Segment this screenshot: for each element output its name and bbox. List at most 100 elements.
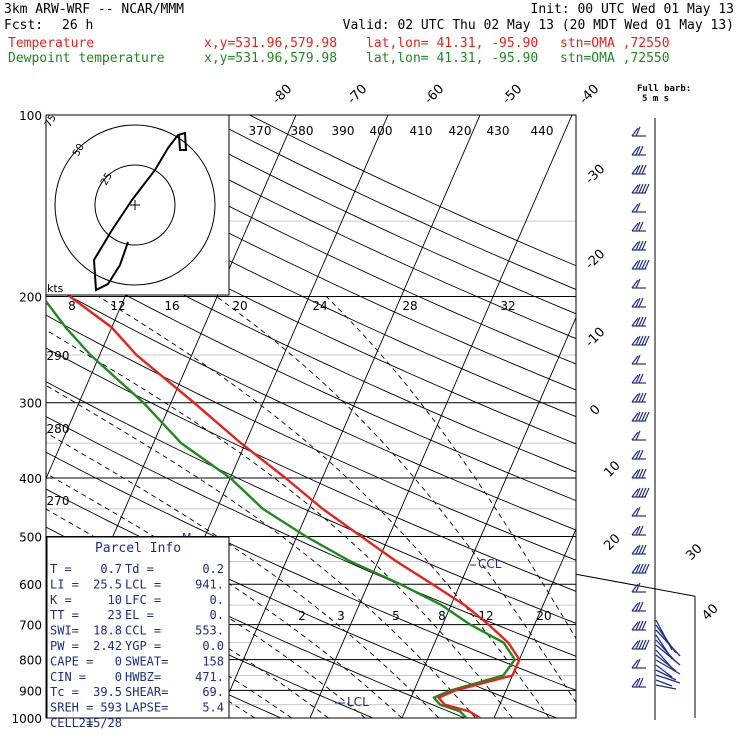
- temperature-station: stn=OMA ,72550: [560, 36, 670, 51]
- dry-adiabat: [46, 451, 576, 691]
- parcel-label-b: YGP =: [125, 639, 161, 653]
- wind-barb: [631, 127, 639, 137]
- wind-barb: [635, 411, 641, 422]
- wind-barb: [631, 412, 639, 422]
- isotherm-label: -60: [422, 82, 448, 108]
- parcel-label-b: HWBZ=: [125, 670, 161, 684]
- wind-barb: [638, 487, 644, 498]
- parcel-label-a: Tc =: [50, 685, 79, 699]
- wind-barb: [635, 544, 641, 555]
- wind-barb: [638, 639, 644, 650]
- full-barb-label: Full barb:: [637, 84, 692, 94]
- wind-barb: [638, 411, 644, 422]
- forecast-hours: 26 h: [62, 18, 94, 33]
- diag-edge: [575, 573, 696, 597]
- wind-barb: [631, 355, 639, 365]
- parcel-label-a: SREH =: [50, 701, 93, 715]
- dry-adiabat: [46, 251, 576, 502]
- wind-barb: [641, 544, 647, 555]
- mixing-ratio-label: 12: [110, 299, 125, 313]
- parcel-label-b: LCL =: [125, 577, 161, 591]
- pressure-label-1000: 1000: [11, 712, 42, 726]
- wind-barb: [635, 183, 641, 194]
- plot-frame: [45, 114, 577, 719]
- moist-adiabat: [325, 296, 576, 640]
- wind-barb: [638, 221, 644, 232]
- isotherm: [586, 115, 740, 718]
- wind-barb: [635, 202, 641, 213]
- dry-adiabat: [46, 566, 374, 718]
- wind-barb: [638, 449, 644, 460]
- dry-adiabat: [46, 134, 576, 391]
- wind-barb: [644, 639, 650, 650]
- wind-barb: [631, 564, 639, 574]
- wind-barb: [641, 411, 647, 422]
- isotherm: [309, 115, 573, 718]
- dewpoint-latlon: lat,lon= 41.31, -95.90: [366, 51, 539, 66]
- init-time: Init: 00 UTC Wed 01 May 13: [530, 2, 735, 17]
- parcel-label-b: CCL =: [125, 624, 161, 638]
- parcel-label-a: K =: [50, 593, 72, 607]
- hodograph-ring: [94, 164, 176, 246]
- mixing-ratio-label: 5: [392, 609, 400, 623]
- pressure-label-400: 400: [19, 472, 42, 486]
- parcel-label-b: Td =: [125, 562, 154, 576]
- wind-barb: [631, 165, 639, 175]
- wind-barb: [631, 336, 639, 346]
- wind-barb-cluster: [655, 679, 673, 687]
- parcel-value-b: 0.0: [202, 639, 224, 653]
- parcel-value-b: 0.: [210, 593, 224, 607]
- wind-barb: [635, 354, 641, 365]
- wind-barb: [644, 259, 650, 270]
- isotherm-label: 0: [587, 402, 603, 418]
- wind-barb-cluster: [655, 684, 677, 690]
- temperature-xy: x,y=531.96,579.98: [204, 36, 338, 51]
- pressure-label-500: 500: [19, 530, 42, 544]
- parcel-label-a: PW =: [50, 639, 79, 653]
- wind-barb: [638, 525, 644, 536]
- wind-barb: [631, 298, 639, 308]
- parcel-label-a: SWI=: [50, 624, 79, 638]
- dewpoint-station: stn=OMA ,72550: [560, 51, 670, 66]
- wind-barb: [631, 260, 639, 270]
- wind-barb: [631, 621, 639, 631]
- mixing-ratio-label: 2: [298, 609, 306, 623]
- parcel-value-a: 593: [100, 701, 122, 715]
- wind-barb: [635, 145, 641, 156]
- mixing-ratio-label: 8: [438, 609, 446, 623]
- pressure-label-100: 100: [19, 109, 42, 123]
- dry-adiabat: [46, 314, 576, 561]
- hodograph-ring: [54, 124, 216, 286]
- dry-adiabat: [201, 115, 576, 290]
- valid-time: Valid: 02 UTC Thu 02 May 13 (20 MDT Wed …: [342, 18, 734, 33]
- pressure-label-900: 900: [19, 684, 42, 698]
- wind-barb: [641, 620, 647, 631]
- wind-barb: [644, 335, 650, 346]
- wind-barb: [631, 640, 639, 650]
- wind-barb: [631, 583, 639, 593]
- dry-adiabat: [154, 115, 576, 315]
- wind-barb: [635, 392, 641, 403]
- dry-adiabat: [46, 347, 576, 592]
- isotherm-label: -20: [583, 247, 609, 273]
- wind-barb: [638, 544, 644, 555]
- parcel-label-b: SHEAR=: [125, 685, 168, 699]
- hodograph-trace: [92, 131, 188, 292]
- mixing-ratio-label: 20: [232, 299, 247, 313]
- dry-adiabat: [46, 162, 576, 418]
- theta-label: 290: [47, 349, 70, 363]
- wind-barb: [635, 278, 641, 289]
- wind-barb: [631, 241, 639, 251]
- wind-barb: [635, 335, 641, 346]
- wind-barb: [635, 601, 641, 612]
- theta-label: 380: [291, 124, 314, 138]
- wind-barb: [635, 297, 641, 308]
- wind-barb: [635, 620, 641, 631]
- wind-barb: [638, 145, 644, 156]
- temperature-legend: Temperature: [8, 36, 95, 51]
- wind-barb: [635, 468, 641, 479]
- full-barb-unit: 5 m s: [642, 94, 670, 104]
- wind-barb: [635, 240, 641, 251]
- parcel-label-b: SWEAT=: [125, 654, 168, 668]
